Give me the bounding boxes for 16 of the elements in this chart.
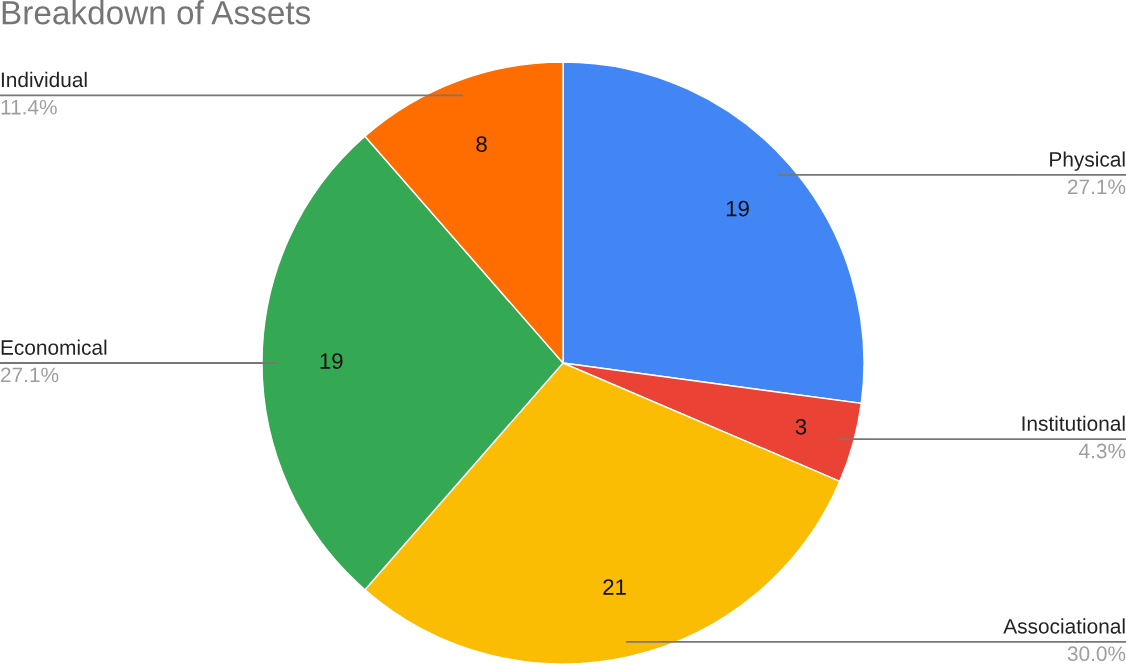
slice-label: Physical <box>1050 151 1125 171</box>
slice-label: Associational <box>1003 618 1125 634</box>
text: 11.4% <box>1 99 57 115</box>
chart-title: Breakdown of Assets <box>2 0 311 25</box>
data-label: 21 <box>603 579 626 595</box>
data-label: 8 <box>476 136 487 152</box>
text: 30.0% <box>1067 646 1126 662</box>
data-label: 19 <box>320 353 343 369</box>
text: 4.3% <box>1078 443 1126 459</box>
text: 27.1% <box>1067 179 1126 195</box>
data-label: 19 <box>726 200 749 217</box>
slice-label: Institutional <box>1022 415 1125 431</box>
data-label: 3 <box>795 418 807 435</box>
slice-label: Economical <box>1 339 107 355</box>
slice-label: Individual <box>1 71 87 88</box>
text: 27.1% <box>1 367 59 383</box>
